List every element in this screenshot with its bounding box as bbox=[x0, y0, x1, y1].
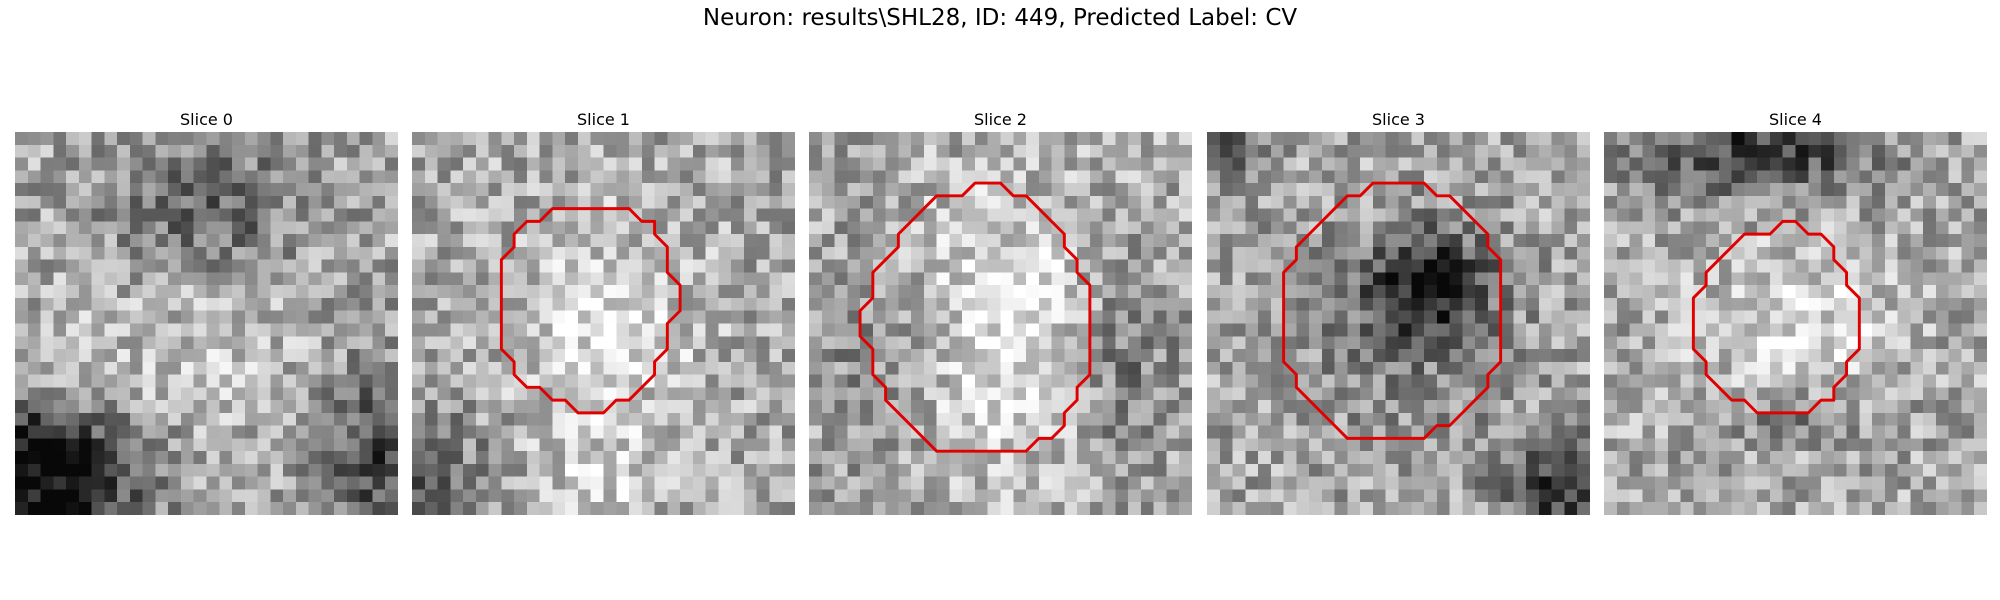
slice-image-2 bbox=[809, 132, 1192, 515]
segmentation-contour bbox=[499, 207, 682, 415]
slice-image-0 bbox=[15, 132, 398, 515]
slice-panel-1: Slice 1 bbox=[412, 108, 795, 515]
slice-image-4 bbox=[1604, 132, 1987, 515]
slice-panel-2: Slice 2 bbox=[809, 108, 1192, 515]
slice-svg bbox=[15, 132, 398, 515]
segmentation-contour bbox=[1282, 181, 1503, 440]
slice-panel-0: Slice 0 bbox=[15, 108, 398, 515]
figure-title: Neuron: results\SHL28, ID: 449, Predicte… bbox=[702, 5, 1298, 31]
segmentation-contour bbox=[858, 181, 1092, 453]
slice-panel-3: Slice 3 bbox=[1207, 108, 1590, 515]
slice-svg bbox=[809, 132, 1192, 515]
slice-image-1 bbox=[412, 132, 795, 515]
slice-svg bbox=[412, 132, 795, 515]
segmentation-contour bbox=[1691, 219, 1861, 415]
slice-title: Slice 0 bbox=[180, 110, 233, 129]
slice-panel-4: Slice 4 bbox=[1604, 108, 1987, 515]
slice-svg bbox=[1604, 132, 1987, 515]
slice-title: Slice 1 bbox=[577, 110, 630, 129]
slice-title: Slice 4 bbox=[1769, 110, 1822, 129]
slice-svg bbox=[1207, 132, 1590, 515]
slice-title: Slice 2 bbox=[974, 110, 1027, 129]
slice-title: Slice 3 bbox=[1372, 110, 1425, 129]
slice-image-3 bbox=[1207, 132, 1590, 515]
